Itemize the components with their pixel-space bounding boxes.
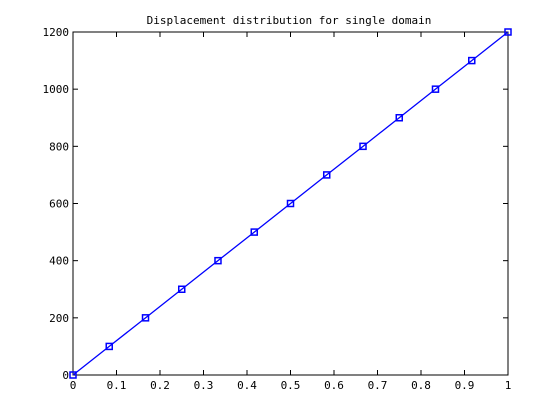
y-axis: 0 200 400 600 800 1000 1200 [43,26,508,382]
x-tick-label: 0.6 [324,379,344,392]
data-series [69,28,512,379]
data-point-marker [322,171,331,179]
y-tick-label: 200 [49,312,69,325]
x-tick-label: 0 [70,379,77,392]
y-tick-label: 400 [49,255,69,268]
y-tick-label: 1000 [43,83,70,96]
x-axis: 0 0.1 0.2 0.3 0.4 0.5 0.6 0.7 0.8 0.9 1 [70,32,512,392]
data-point-marker [250,228,259,236]
data-point-marker [431,85,440,93]
x-tick-label: 0.1 [107,379,127,392]
x-tick-label: 1 [505,379,512,392]
data-point-marker [214,256,222,265]
x-tick-label: 0.3 [194,379,214,392]
data-point-marker [286,199,295,208]
data-point-marker [69,371,77,379]
y-tick-label: 1200 [43,26,70,39]
y-tick-label: 600 [49,198,69,211]
data-point-marker [105,342,113,351]
chart-title: Displacement distribution for single dom… [147,14,432,27]
y-tick-label: 800 [49,140,69,153]
data-point-marker [178,285,186,293]
data-point-marker [141,314,150,322]
x-tick-label: 0.8 [411,379,431,392]
data-point-marker [504,28,512,36]
x-tick-label: 0.9 [455,379,475,392]
data-point-marker [359,142,367,151]
x-tick-label: 0.4 [237,379,257,392]
data-point-marker [395,114,403,122]
data-point-marker [468,56,476,65]
x-tick-label: 0.5 [281,379,301,392]
x-tick-label: 0.7 [368,379,388,392]
x-tick-label: 0.2 [150,379,170,392]
series-line [72,31,509,376]
y-tick-label: 0 [62,369,69,382]
